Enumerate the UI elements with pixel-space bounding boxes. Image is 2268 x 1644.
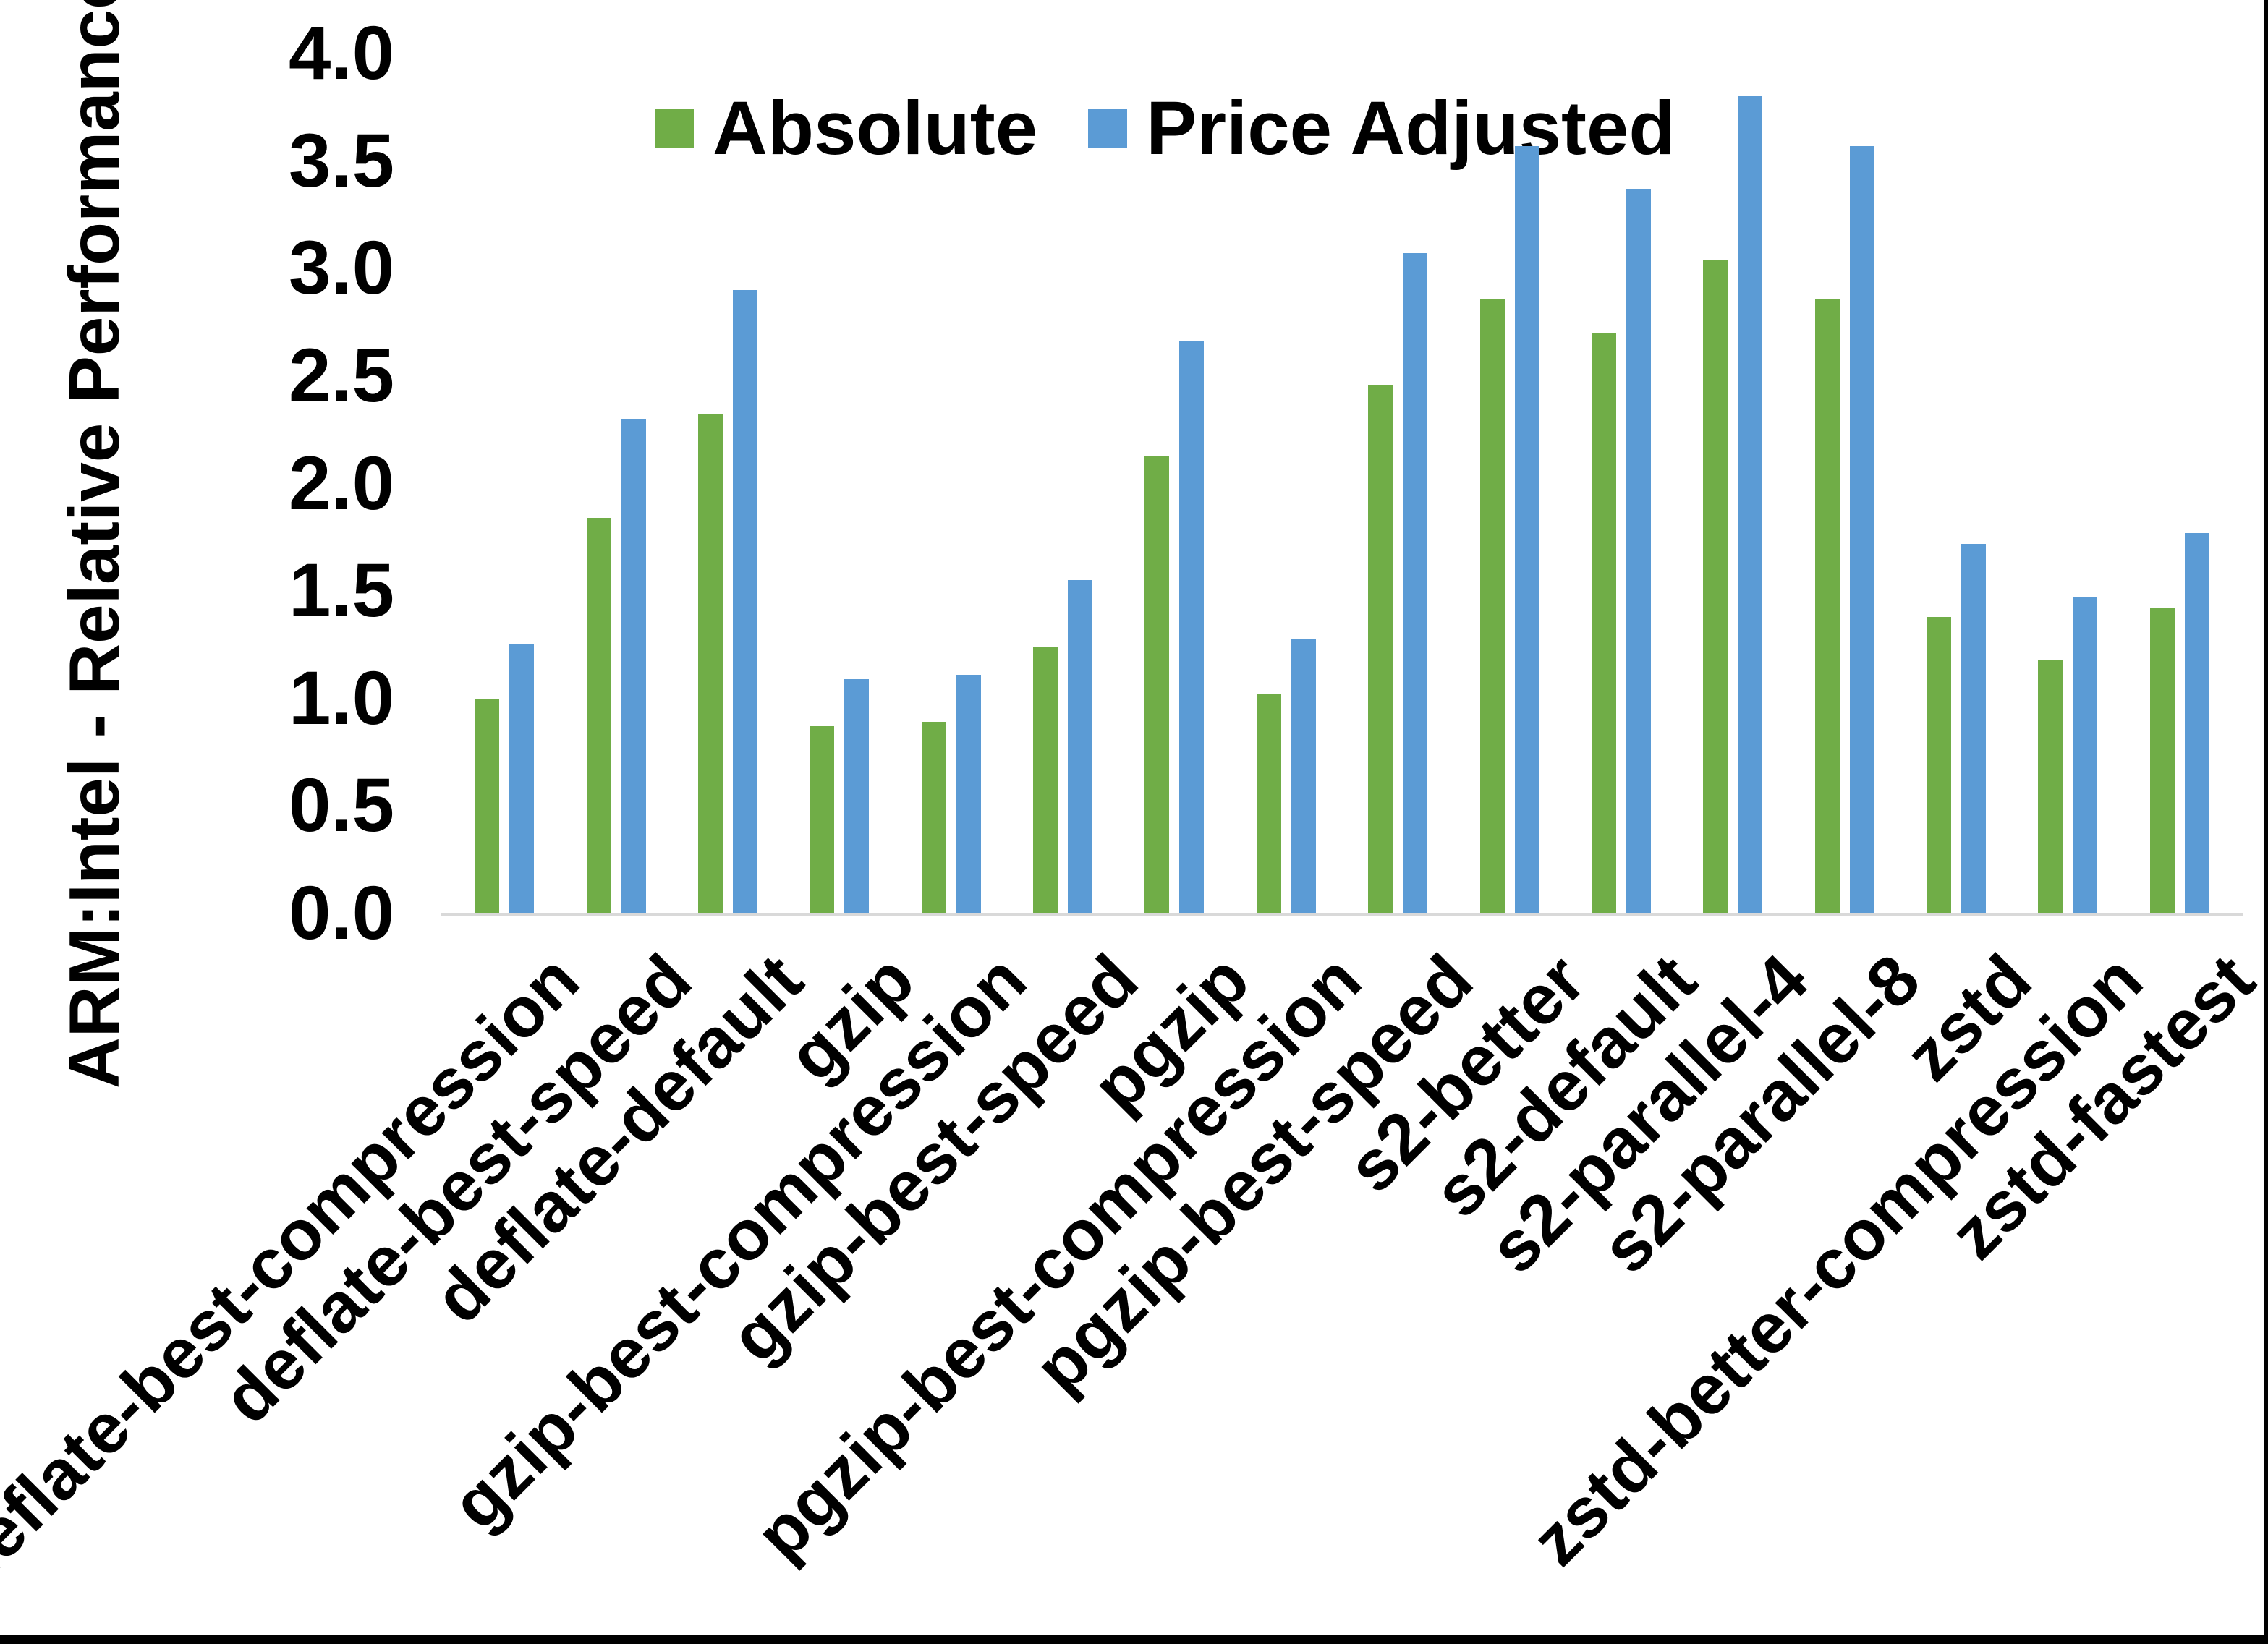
bar-price-adjusted-gzip: [844, 679, 869, 913]
bar-absolute-gzip: [810, 726, 834, 913]
bar-price-adjusted-s2-parallel-4: [1738, 96, 1762, 913]
bar-price-adjusted-deflate-best-speed: [621, 419, 646, 913]
legend-label-absolute: Absolute: [713, 86, 1038, 171]
bar-price-adjusted-zstd-fastest: [2185, 533, 2209, 913]
bar-price-adjusted-deflate-default: [733, 290, 757, 913]
y-tick-label-4.0: 4.0: [289, 11, 394, 95]
bar-absolute-pgzip-best-speed: [1368, 385, 1393, 913]
bar-price-adjusted-s2-default: [1626, 189, 1651, 913]
bar-absolute-gzip-best-speed: [1033, 647, 1058, 913]
legend-item-price-adjusted: Price Adjusted: [1088, 85, 1675, 172]
bar-price-adjusted-gzip-best-speed: [1068, 580, 1092, 913]
legend: Absolute Price Adjusted: [655, 85, 1675, 172]
y-tick-label-2.0: 2.0: [289, 440, 394, 526]
bar-absolute-s2-better: [1480, 299, 1505, 913]
y-tick-label-2.5: 2.5: [289, 333, 394, 418]
bar-absolute-deflate-default: [698, 414, 723, 913]
bar-price-adjusted-deflate-best-compression: [509, 644, 534, 913]
bar-absolute-s2-default: [1592, 333, 1616, 913]
bar-absolute-zstd: [1927, 617, 1951, 913]
bar-absolute-deflate-best-speed: [587, 518, 611, 913]
legend-swatch-absolute: [655, 109, 694, 148]
legend-label-price-adjusted: Price Adjusted: [1146, 86, 1675, 171]
bar-price-adjusted-pgzip-best-speed: [1403, 253, 1427, 913]
y-tick-label-0.5: 0.5: [289, 763, 394, 848]
bar-price-adjusted-zstd: [1961, 544, 1986, 913]
y-axis-title: ARM:Intel - Relative Performance: [54, 0, 134, 1089]
bar-absolute-pgzip: [1144, 456, 1169, 913]
bar-price-adjusted-pgzip-best-compression: [1291, 639, 1316, 913]
y-tick-label-3.0: 3.0: [289, 226, 394, 311]
bar-absolute-pgzip-best-compression: [1257, 694, 1281, 913]
legend-item-absolute: Absolute: [655, 85, 1037, 172]
y-tick-label-3.5: 3.5: [289, 118, 394, 203]
y-tick-label-1.0: 1.0: [289, 655, 394, 741]
y-tick-label-0.0: 0.0: [289, 871, 394, 955]
bar-absolute-zstd-fastest: [2150, 608, 2175, 913]
bar-price-adjusted-s2-parallel-8: [1850, 146, 1874, 913]
y-tick-label-1.5: 1.5: [289, 548, 394, 634]
legend-swatch-price-adjusted: [1088, 109, 1128, 148]
bar-price-adjusted-zstd-better-compression: [2073, 597, 2097, 913]
bar-absolute-gzip-best-compression: [922, 722, 946, 913]
bar-price-adjusted-pgzip: [1179, 341, 1204, 913]
bar-absolute-zstd-better-compression: [2038, 660, 2063, 913]
bar-price-adjusted-s2-better: [1515, 146, 1539, 913]
bar-absolute-s2-parallel-8: [1815, 299, 1840, 913]
bar-price-adjusted-gzip-best-compression: [956, 675, 981, 913]
bar-absolute-deflate-best-compression: [475, 699, 499, 913]
bar-absolute-s2-parallel-4: [1703, 260, 1728, 913]
x-axis-line: [441, 913, 2243, 916]
